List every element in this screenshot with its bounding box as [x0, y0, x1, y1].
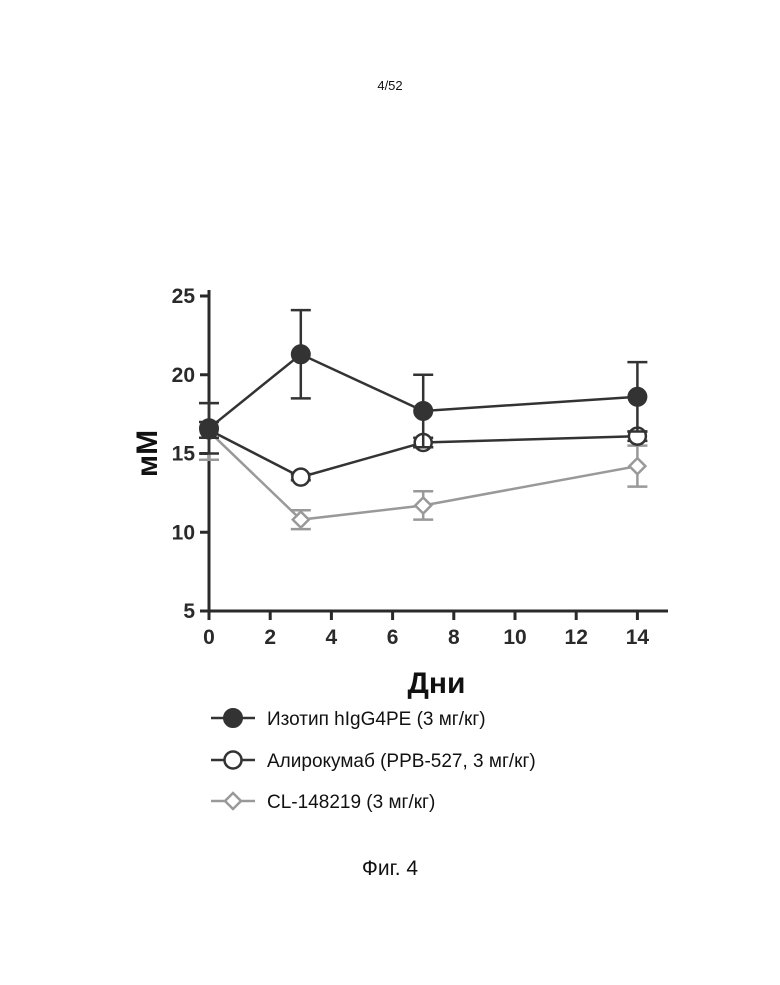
legend-marker [224, 709, 242, 727]
data-point [292, 345, 310, 363]
x-tick-label: 2 [264, 626, 276, 649]
data-point [628, 388, 646, 406]
legend-marker [225, 793, 241, 809]
legend-label: CL-148219 (3 мг/кг) [267, 792, 435, 813]
x-tick-label: 12 [565, 626, 588, 649]
x-tick-label: 10 [503, 626, 526, 649]
legend-item-1: Изотип hIgG4PE (3 мг/кг) [211, 709, 486, 730]
y-tick-label: 15 [172, 443, 196, 466]
chart-series [199, 310, 647, 529]
x-tick-label: 0 [203, 626, 215, 649]
legend-label: Изотип hIgG4PE (3 мг/кг) [267, 709, 486, 730]
chart-legend: Изотип hIgG4PE (3 мг/кг) Алирокумаб (PPB-… [211, 709, 536, 813]
y-axis-title: мМ [131, 430, 164, 477]
data-point [200, 419, 218, 437]
x-axis-title: Дни [408, 667, 466, 700]
figure-caption: Фиг. 4 [0, 857, 780, 881]
x-tick-label: 4 [326, 626, 338, 649]
data-point [292, 469, 309, 486]
y-tick-label: 20 [172, 364, 195, 387]
y-tick-label: 25 [172, 285, 196, 308]
legend-marker [225, 752, 242, 769]
legend-item-2: Алирокумаб (PPB-527, 3 мг/кг) [211, 751, 536, 772]
x-tick-label: 14 [626, 626, 650, 649]
x-tick-label: 8 [448, 626, 460, 649]
chart-axes: 5 10 15 20 25 0 2 4 6 8 10 12 14 Дни мМ [131, 285, 668, 700]
series-1 [199, 310, 647, 453]
data-point [415, 497, 431, 513]
y-tick-label: 10 [172, 521, 195, 544]
legend-label: Алирокумаб (PPB-527, 3 мг/кг) [267, 751, 536, 772]
data-point [629, 458, 645, 474]
x-tick-label: 6 [387, 626, 399, 649]
legend-item-3: CL-148219 (3 мг/кг) [211, 792, 435, 813]
data-point [414, 402, 432, 420]
y-tick-label: 5 [183, 600, 195, 623]
